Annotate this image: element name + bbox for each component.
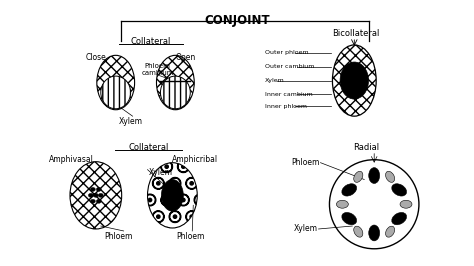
Text: CONJOINT: CONJOINT bbox=[204, 14, 270, 27]
Text: Phloem: Phloem bbox=[104, 232, 133, 241]
Ellipse shape bbox=[337, 200, 348, 208]
Ellipse shape bbox=[70, 162, 122, 229]
Ellipse shape bbox=[369, 168, 380, 184]
Ellipse shape bbox=[332, 45, 376, 116]
Ellipse shape bbox=[91, 199, 95, 203]
Text: Close: Close bbox=[85, 53, 106, 62]
Ellipse shape bbox=[369, 225, 380, 241]
Text: Inner cambium: Inner cambium bbox=[265, 92, 312, 97]
Ellipse shape bbox=[156, 55, 194, 110]
Text: Open: Open bbox=[175, 53, 195, 62]
Ellipse shape bbox=[96, 199, 101, 203]
Ellipse shape bbox=[340, 62, 368, 99]
Ellipse shape bbox=[98, 193, 103, 197]
Text: Bicollateral: Bicollateral bbox=[333, 29, 380, 38]
Ellipse shape bbox=[91, 188, 95, 191]
Text: Xylem: Xylem bbox=[118, 117, 143, 126]
Ellipse shape bbox=[96, 188, 101, 191]
Text: Amphivasal: Amphivasal bbox=[49, 155, 94, 164]
Text: Radial: Radial bbox=[353, 143, 379, 152]
Text: Xylem: Xylem bbox=[265, 78, 284, 83]
Ellipse shape bbox=[101, 76, 131, 109]
Ellipse shape bbox=[354, 226, 363, 237]
Text: Amphicribal: Amphicribal bbox=[173, 155, 219, 164]
Ellipse shape bbox=[93, 193, 98, 197]
Ellipse shape bbox=[161, 76, 190, 109]
Ellipse shape bbox=[392, 184, 407, 196]
Ellipse shape bbox=[354, 171, 363, 182]
Text: Xylem: Xylem bbox=[293, 225, 318, 234]
Text: Phloem: Phloem bbox=[176, 232, 204, 241]
Text: Phloem: Phloem bbox=[291, 158, 319, 167]
Text: Collateral: Collateral bbox=[128, 143, 169, 152]
Ellipse shape bbox=[342, 184, 356, 196]
Text: Outer cambium: Outer cambium bbox=[265, 64, 314, 69]
Text: Collateral: Collateral bbox=[130, 37, 171, 46]
Ellipse shape bbox=[162, 180, 183, 211]
Ellipse shape bbox=[385, 171, 395, 182]
Ellipse shape bbox=[400, 200, 412, 208]
Ellipse shape bbox=[147, 163, 197, 228]
Text: Inner phloem: Inner phloem bbox=[265, 104, 307, 109]
Text: Xylem: Xylem bbox=[148, 168, 173, 177]
Text: Outer phloem: Outer phloem bbox=[265, 50, 309, 55]
Ellipse shape bbox=[97, 55, 135, 110]
Ellipse shape bbox=[88, 193, 93, 197]
Circle shape bbox=[329, 160, 419, 249]
Text: Phloem
cambium: Phloem cambium bbox=[141, 63, 173, 76]
Ellipse shape bbox=[385, 226, 395, 237]
Ellipse shape bbox=[342, 213, 356, 225]
Ellipse shape bbox=[392, 213, 407, 225]
